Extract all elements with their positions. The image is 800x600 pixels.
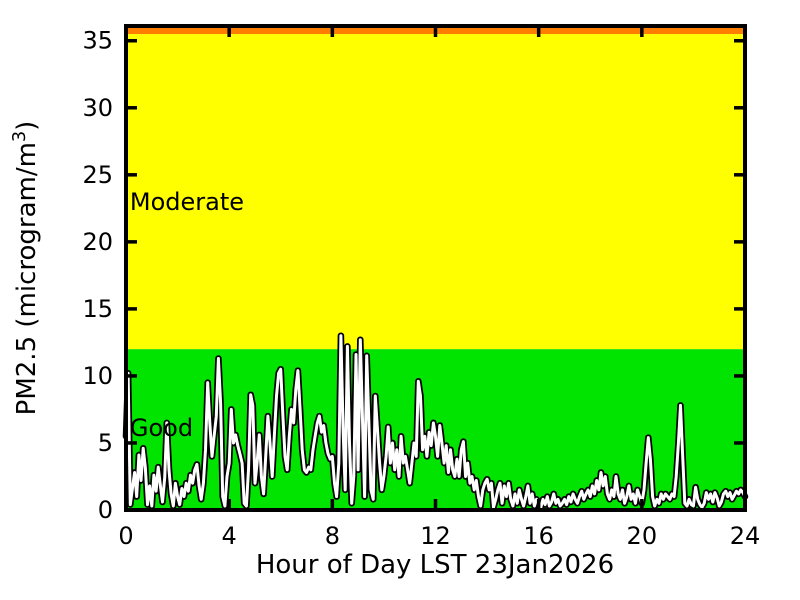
y-tick-label: 20 bbox=[82, 228, 113, 256]
y-tick-label: 10 bbox=[82, 362, 113, 390]
y-tick-label: 5 bbox=[98, 429, 113, 457]
x-tick-label: 12 bbox=[420, 522, 451, 550]
y-tick-label: 0 bbox=[98, 496, 113, 524]
y-axis-title: PM2.5 (microgram/m3) bbox=[10, 121, 42, 416]
y-tick-label: 15 bbox=[82, 295, 113, 323]
band-moderate bbox=[126, 34, 745, 350]
axis-frame bbox=[124, 24, 747, 512]
y-axis-title-close-paren: ) bbox=[11, 120, 42, 131]
y-tick-label: 35 bbox=[82, 27, 113, 55]
y-axis-title-text: PM2.5 (microgram/m bbox=[11, 142, 42, 416]
x-tick-label: 4 bbox=[222, 522, 237, 550]
y-axis-title-superscript: 3 bbox=[10, 130, 31, 143]
x-tick-label: 20 bbox=[627, 522, 658, 550]
band-label-good: Good bbox=[129, 414, 194, 443]
x-axis-title: Hour of Day LST 23Jan2026 bbox=[255, 550, 615, 580]
band-label-moderate: Moderate bbox=[129, 187, 244, 216]
x-tick-label: 8 bbox=[325, 522, 340, 550]
x-tick-label: 0 bbox=[118, 522, 133, 550]
x-tick-label: 16 bbox=[523, 522, 554, 550]
x-tick-label: 24 bbox=[730, 522, 761, 550]
y-tick-label: 25 bbox=[82, 161, 113, 189]
y-tick-label: 30 bbox=[82, 94, 113, 122]
